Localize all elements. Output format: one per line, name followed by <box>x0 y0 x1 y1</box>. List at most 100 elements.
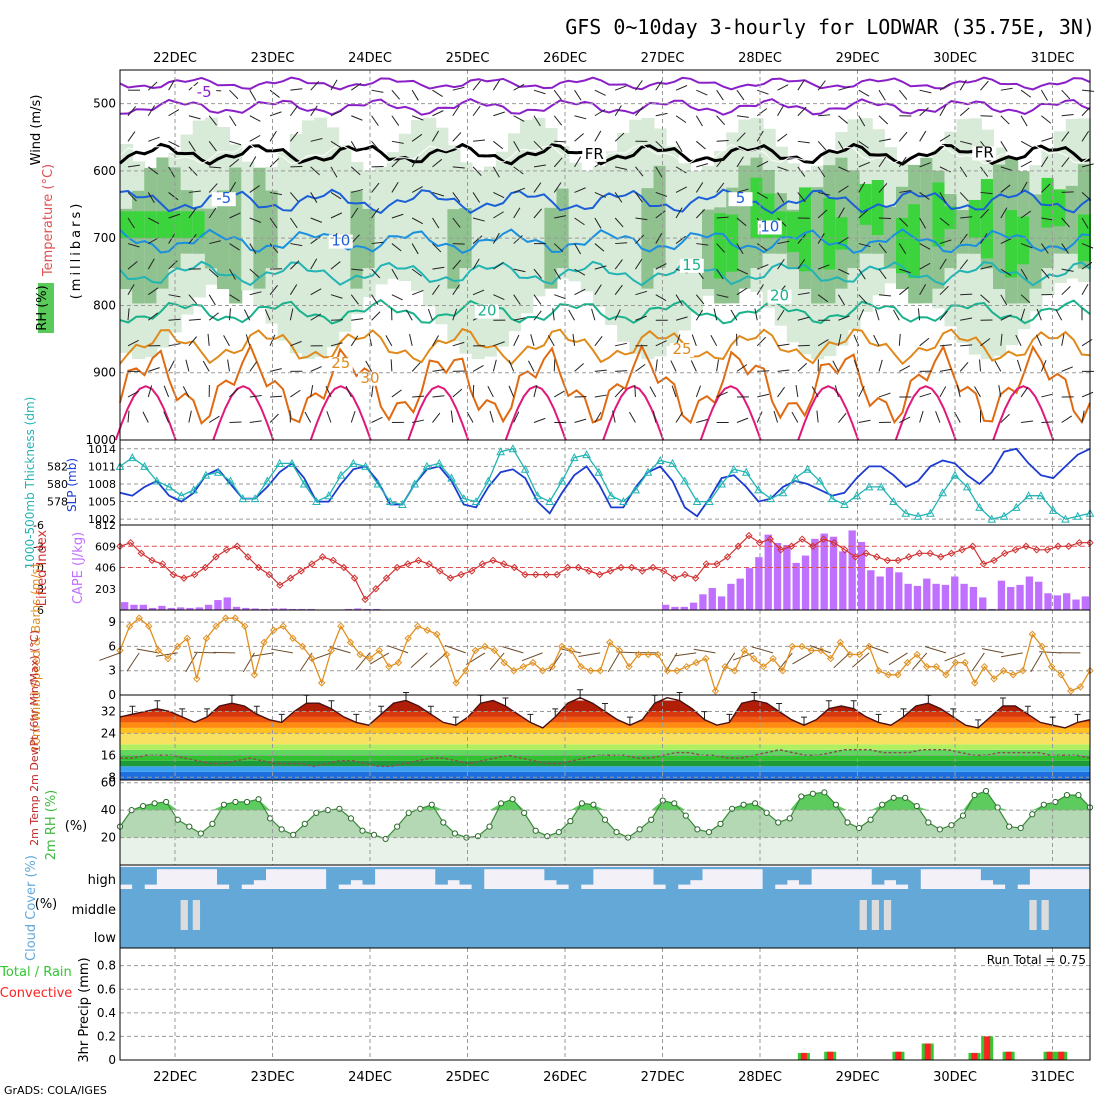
wind-barb <box>1020 268 1028 280</box>
wind-speed-point <box>356 650 364 659</box>
thickness-point <box>619 496 628 506</box>
cape-bar <box>979 597 987 610</box>
rh-point <box>879 801 886 808</box>
precip-run-total: Run Total = 0.75 <box>987 953 1086 967</box>
rh-shade-mid <box>362 208 376 269</box>
wind-barb <box>635 80 643 91</box>
cloud-high-bar <box>1041 867 1055 870</box>
wind-speed-point <box>289 634 297 643</box>
lifted-index-point <box>414 556 423 565</box>
rh-shade-light <box>520 119 534 314</box>
wind-speed-point <box>769 654 777 663</box>
wind-barb <box>1081 410 1085 423</box>
wind-speed-point <box>615 646 624 655</box>
wind-speed-point <box>1067 687 1075 695</box>
cloud-high-bar <box>835 867 848 870</box>
thickness-point <box>864 482 874 491</box>
wind-barb <box>716 157 725 168</box>
rh-point <box>220 801 228 808</box>
cape-bar <box>1025 576 1034 610</box>
thickness-point <box>398 499 407 508</box>
minmax-bar <box>378 705 385 715</box>
minmax-bar <box>552 708 559 717</box>
wind-speed-point <box>365 654 374 663</box>
date-label-bottom: 31DEC <box>1031 1070 1075 1085</box>
wind-barb <box>1021 420 1034 424</box>
lifted-index-point <box>969 542 977 550</box>
rh-point <box>232 798 239 806</box>
lifted-index-point <box>734 542 742 550</box>
cloud-mid-low-bar <box>265 889 279 948</box>
wind-barb <box>450 410 454 423</box>
thickness-point <box>840 499 849 508</box>
wind-barb <box>127 192 137 202</box>
li-tick: 6 <box>37 604 44 617</box>
wind-barb <box>1000 207 1008 219</box>
wind-speed-point <box>817 646 825 655</box>
wind-speed-point <box>913 650 921 659</box>
wind-barb <box>326 411 332 423</box>
rh-shade-green <box>786 211 800 253</box>
wind-barb <box>655 140 665 150</box>
wind-barb <box>269 130 277 142</box>
wind-barb <box>493 191 505 199</box>
wind-barb <box>858 181 866 193</box>
cloud-mid-low-bar <box>726 889 739 948</box>
thickness-tick: 578 <box>47 496 68 509</box>
cloud-mid-low-bar <box>168 889 182 948</box>
wind-barb <box>513 115 525 122</box>
wind-barb <box>736 217 747 227</box>
cloud-high-bar <box>653 867 667 885</box>
wind-speed-point <box>894 671 902 679</box>
minmax-bar <box>726 713 733 723</box>
wind-barb <box>513 294 521 305</box>
wind-speed-point <box>1076 683 1085 691</box>
thickness-point <box>422 461 432 470</box>
wind-barb <box>412 419 425 423</box>
wind-barb <box>736 188 749 193</box>
wind-barb <box>1020 210 1032 219</box>
rh-point <box>521 809 528 817</box>
rh-shade-light <box>629 119 643 354</box>
minmax-bar <box>701 711 708 720</box>
wind-barb <box>635 363 646 372</box>
rh-legend-swatch <box>38 283 54 333</box>
wind-speed-point <box>250 671 259 679</box>
cape-bar <box>232 606 241 610</box>
rh-shade-mid <box>920 157 934 304</box>
rh-point <box>532 827 539 834</box>
wind-barb <box>330 79 338 91</box>
wind-barb <box>655 359 658 372</box>
lifted-index-point <box>894 556 902 565</box>
date-label-bottom: 22DEC <box>153 1070 197 1085</box>
wind-speed-point <box>807 646 816 655</box>
rh-point <box>740 801 747 808</box>
wind-barb <box>371 384 374 398</box>
precip-panel: 0 0.2 0.4 0.6 0.8 <box>97 947 1091 1067</box>
rh-point <box>428 801 435 808</box>
wind-barb <box>409 334 413 346</box>
isotherm-label-bg <box>972 146 997 161</box>
wind-barb <box>736 268 749 275</box>
wind-barb <box>493 111 505 117</box>
rh-shade-green <box>1077 214 1091 262</box>
cloud-mid-low-bar <box>229 889 242 948</box>
wind-barb <box>427 308 433 321</box>
rh-point <box>925 819 932 826</box>
cloud-mid-low-bar <box>629 889 642 948</box>
wind-barb <box>1061 217 1070 228</box>
wind-barb <box>554 294 566 300</box>
wind-barb <box>310 80 320 91</box>
cape-bar <box>288 608 297 610</box>
cloud-high-bar <box>799 867 812 885</box>
lifted-index-point <box>542 570 551 579</box>
wind-barb <box>756 336 766 347</box>
wind-barb <box>351 115 363 121</box>
thickness-point <box>434 458 444 467</box>
rh-point <box>763 809 770 817</box>
cloud-high-bar <box>520 867 533 870</box>
rh-units: (%) <box>65 819 88 834</box>
wind-barb <box>695 294 705 305</box>
wind-barb <box>710 335 718 347</box>
wind-barb <box>716 391 728 398</box>
